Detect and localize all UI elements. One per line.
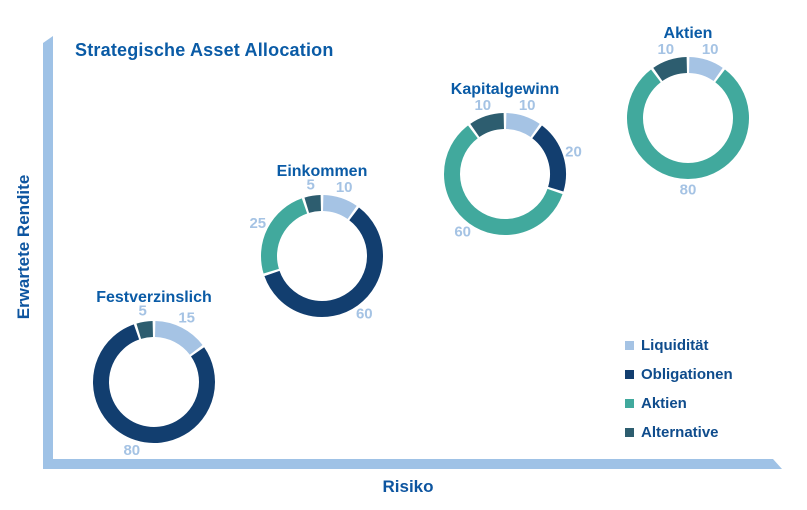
legend-swatch-alternative — [625, 428, 634, 437]
donut-segment-festverzinslich-alternative — [136, 321, 154, 339]
donut-segment-aktien-liquidit-t — [688, 57, 723, 82]
donut-title-aktien: Aktien — [664, 25, 713, 42]
legend-swatch-liquidit-t — [625, 341, 634, 350]
chart-title: Strategische Asset Allocation — [75, 40, 334, 60]
legend-item-aktien: Aktien — [625, 395, 733, 412]
segment-value-label: 10 — [657, 41, 674, 58]
donut-festverzinslich: Festverzinslich 15 80 5 — [93, 289, 215, 459]
donut-segment-kapitalgewinn-liquidit-t — [505, 113, 540, 138]
legend-swatch-obligationen — [625, 370, 634, 379]
donut-segment-festverzinslich-liquidit-t — [154, 321, 203, 356]
segment-value-label: 60 — [356, 306, 373, 323]
legend-item-alternative: Alternative — [625, 424, 733, 441]
segment-value-label: 10 — [336, 179, 353, 196]
segment-value-label: 5 — [307, 176, 315, 193]
legend-item-liquidit-t: Liquidität — [625, 337, 733, 354]
legend-label: Aktien — [641, 395, 687, 412]
x-axis-label: Risiko — [382, 477, 434, 496]
legend-label: Obligationen — [641, 366, 733, 383]
legend-label: Liquidität — [641, 337, 709, 354]
donut-segment-festverzinslich-obligationen — [93, 324, 215, 443]
donut-segment-einkommen-obligationen — [264, 207, 383, 317]
donut-title-festverzinslich: Festverzinslich — [96, 289, 212, 306]
x-axis-line — [43, 459, 782, 469]
donut-segment-aktien-alternative — [653, 57, 688, 82]
donut-title-einkommen: Einkommen — [277, 163, 368, 180]
segment-value-label: 80 — [123, 442, 140, 459]
donut-segment-kapitalgewinn-alternative — [470, 113, 505, 138]
segment-value-label: 20 — [565, 143, 582, 160]
legend: Liquidität Obligationen Aktien Alternative — [625, 337, 733, 441]
donut-segment-einkommen-aktien — [261, 198, 308, 274]
donut-segment-einkommen-liquidit-t — [322, 195, 357, 220]
donut-segment-kapitalgewinn-aktien — [444, 125, 563, 235]
segment-value-label: 25 — [249, 215, 266, 232]
donut-title-kapitalgewinn: Kapitalgewinn — [451, 81, 559, 98]
legend-swatch-aktien — [625, 399, 634, 408]
segment-value-label: 5 — [139, 302, 147, 319]
segment-value-label: 15 — [178, 309, 195, 326]
segment-value-label: 60 — [454, 224, 471, 241]
segment-value-label: 80 — [680, 182, 697, 199]
segment-value-label: 10 — [519, 97, 536, 114]
legend-item-obligationen: Obligationen — [625, 366, 733, 383]
segment-value-label: 10 — [702, 41, 719, 58]
segment-value-label: 10 — [474, 97, 491, 114]
donut-segment-kapitalgewinn-obligationen — [531, 125, 566, 192]
y-axis-line — [43, 36, 53, 469]
legend-label: Alternative — [641, 424, 719, 441]
donut-segment-aktien-aktien — [627, 69, 749, 179]
donut-segment-einkommen-alternative — [304, 195, 322, 213]
